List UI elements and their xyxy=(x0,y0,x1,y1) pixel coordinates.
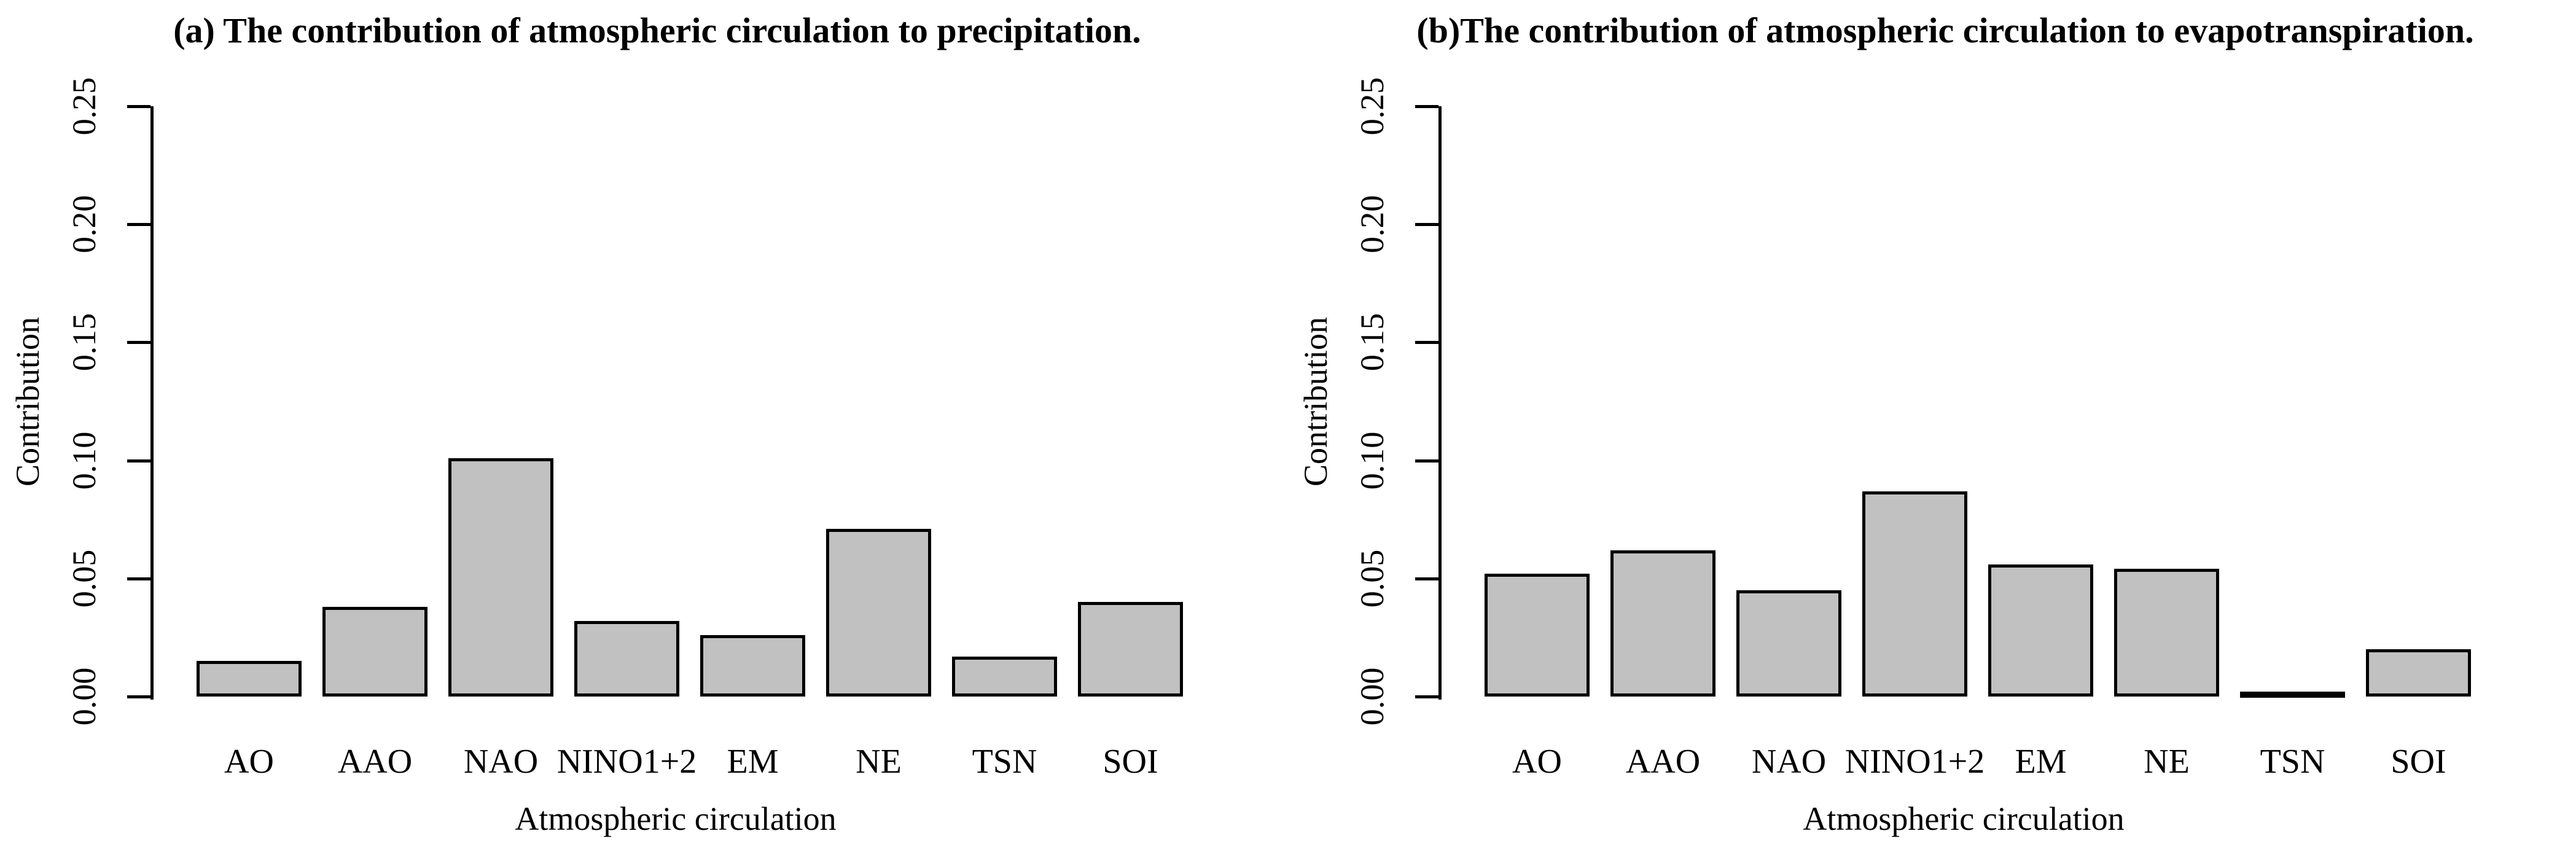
y-tick-label: 0.20 xyxy=(1354,195,1391,254)
x-axis-label-a: Atmospheric circulation xyxy=(515,800,837,837)
y-tick-label: 0.00 xyxy=(1354,667,1391,726)
y-tick-label: 0.25 xyxy=(1354,77,1391,136)
bar-NE xyxy=(826,529,931,697)
x-tick-label-TSN: TSN xyxy=(972,743,1037,781)
x-tick-label-NE: NE xyxy=(856,743,902,781)
x-tick-label-AO: AO xyxy=(224,743,274,781)
bar-NAO xyxy=(448,458,553,697)
y-tick-label: 0.20 xyxy=(66,195,103,254)
x-tick-label-AAO: AAO xyxy=(337,743,413,781)
x-tick-label-EM: EM xyxy=(727,743,779,781)
y-tick-label: 0.25 xyxy=(66,77,103,136)
y-tick-mark xyxy=(127,695,150,698)
bar-AO xyxy=(1485,574,1590,697)
x-axis-label-b: Atmospheric circulation xyxy=(1803,800,2125,837)
x-tick-label-NE: NE xyxy=(2144,743,2190,781)
y-tick-label: 0.10 xyxy=(66,431,103,490)
chart-title-a: (a) The contribution of atmospheric circ… xyxy=(173,10,1141,50)
y-tick-mark xyxy=(127,577,150,580)
y-tick-mark xyxy=(127,105,150,108)
y-axis-line xyxy=(150,106,154,700)
y-tick-mark xyxy=(1415,341,1438,345)
y-tick-label: 0.15 xyxy=(1354,313,1391,372)
bar-AO xyxy=(197,661,302,697)
bar-AAO xyxy=(1610,550,1715,697)
x-tick-label-EM: EM xyxy=(2015,743,2067,781)
bar-TSN xyxy=(952,657,1057,697)
y-tick-mark xyxy=(1415,695,1438,698)
y-tick-mark xyxy=(127,223,150,227)
bar-NAO xyxy=(1736,590,1841,697)
bar-NINO1+2 xyxy=(1862,491,1967,697)
chart-panel-b: (b)The contribution of atmospheric circu… xyxy=(1288,0,2576,855)
x-tick-label-AAO: AAO xyxy=(1625,743,1701,781)
x-tick-label-NINO1+2: NINO1+2 xyxy=(1844,743,1985,781)
chart-panel-a: (a) The contribution of atmospheric circ… xyxy=(9,10,1183,837)
x-tick-label-NAO: NAO xyxy=(1751,743,1827,781)
y-tick-mark xyxy=(1415,105,1438,108)
x-tick-label-AO: AO xyxy=(1512,743,1562,781)
y-tick-label: 0.00 xyxy=(66,667,103,726)
y-tick-mark xyxy=(1415,459,1438,463)
bar-EM xyxy=(700,635,805,697)
bar-AAO xyxy=(322,607,427,697)
bar-SOI xyxy=(2366,649,2471,697)
bar-NE xyxy=(2114,569,2219,697)
bar-NINO1+2 xyxy=(574,621,679,697)
bar-SOI xyxy=(1078,602,1183,697)
y-tick-label: 0.05 xyxy=(1354,549,1391,608)
y-tick-label: 0.10 xyxy=(1354,431,1391,490)
x-tick-label-SOI: SOI xyxy=(2391,743,2446,781)
x-tick-label-TSN: TSN xyxy=(2260,743,2325,781)
y-tick-label: 0.15 xyxy=(66,313,103,372)
y-axis-line xyxy=(1438,106,1442,700)
y-tick-mark xyxy=(1415,223,1438,227)
bar-EM xyxy=(1988,564,2093,697)
plot-area-a: 0.00 0.05 0.10 0.15 0.20 0.25 AO AAO NAO NINO1+2 E… xyxy=(66,77,1183,781)
x-tick-label-NAO: NAO xyxy=(463,743,539,781)
y-tick-mark xyxy=(127,341,150,345)
chart-title-b: (b)The contribution of atmospheric circu… xyxy=(1416,10,2474,50)
x-tick-label-SOI: SOI xyxy=(1103,743,1158,781)
bar-TSN xyxy=(2240,692,2345,698)
plot-area-b: 0.00 0.05 0.10 0.15 0.20 0.25 AO AAO NAO NINO1+2 E… xyxy=(1288,0,2576,855)
x-tick-label-NINO1+2: NINO1+2 xyxy=(556,743,697,781)
y-tick-mark xyxy=(127,459,150,463)
y-tick-label: 0.05 xyxy=(66,549,103,608)
y-tick-mark xyxy=(1415,577,1438,580)
